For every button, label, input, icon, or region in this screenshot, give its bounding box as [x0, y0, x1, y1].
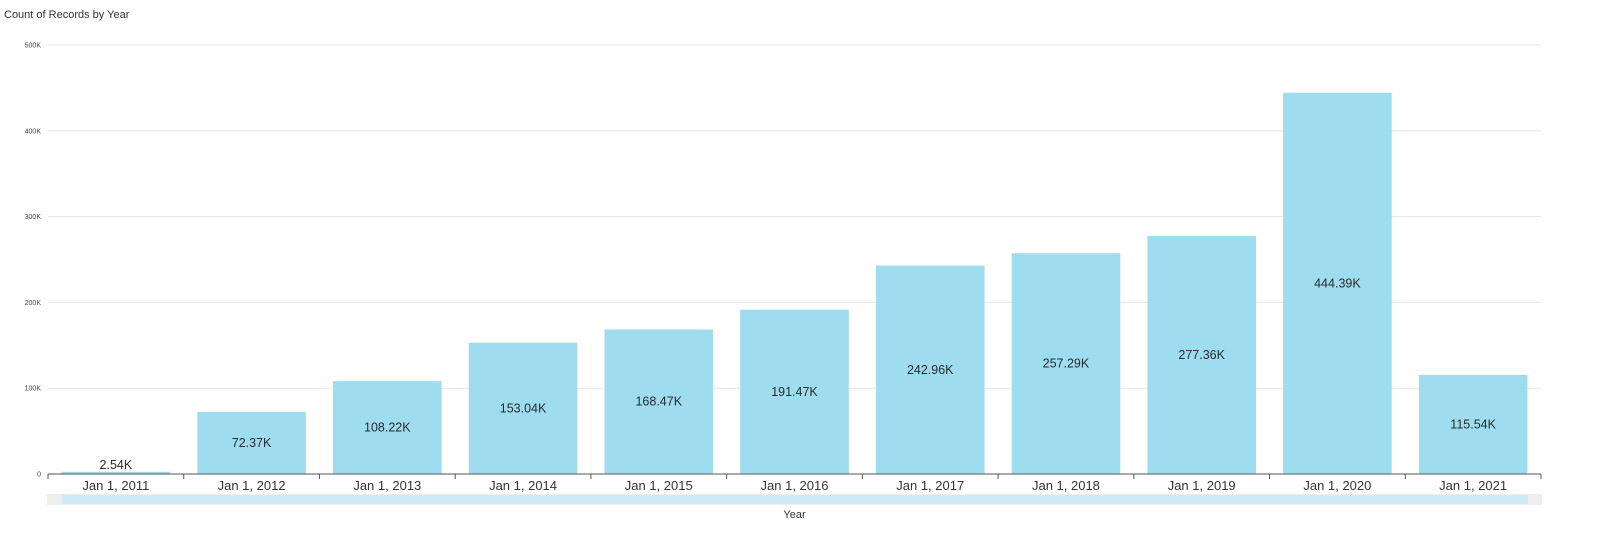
x-tick-label: Jan 1, 2019: [1168, 478, 1236, 493]
x-tick-label: Jan 1, 2020: [1303, 478, 1371, 493]
data-label: 153.04K: [500, 401, 547, 415]
data-label: 168.47K: [635, 395, 682, 409]
data-label: 191.47K: [771, 385, 818, 399]
bar[interactable]: [604, 329, 714, 474]
scrollbar-thumb[interactable]: [62, 495, 1528, 504]
x-tick-label: Jan 1, 2013: [353, 478, 421, 493]
bar[interactable]: [740, 309, 849, 474]
x-axis-scrollbar[interactable]: [47, 494, 1542, 505]
data-label: 115.54K: [1450, 417, 1496, 431]
x-axis-label: Year: [783, 509, 806, 521]
bar[interactable]: [61, 471, 171, 474]
bar[interactable]: [1418, 374, 1528, 474]
y-tick-label: 100K: [25, 386, 42, 393]
data-label: 257.29K: [1043, 357, 1090, 371]
data-label: 277.36K: [1178, 348, 1225, 362]
x-axis: Jan 1, 2011 Jan 1, 2012 Jan 1, 2013 Jan 1, …: [47, 473, 1542, 493]
data-label: 108.22K: [364, 421, 411, 435]
data-labels: 2.54K 72.37K 108.22K 153.04K 168.47K 191.47K 2…: [100, 276, 1497, 471]
y-tick-label: 500K: [25, 43, 42, 50]
bar[interactable]: [468, 342, 578, 474]
bars[interactable]: [61, 92, 1528, 474]
data-label: 72.37K: [232, 436, 272, 450]
x-tick-label: Jan 1, 2011: [82, 478, 149, 493]
x-tick-label: Jan 1, 2018: [1032, 478, 1100, 493]
y-tick-label: 300K: [25, 214, 42, 221]
bar[interactable]: [1283, 92, 1392, 474]
data-label: 444.39K: [1314, 276, 1361, 290]
y-axis-ticks: 0 100K 200K 300K 400K 500K: [25, 43, 42, 479]
bar[interactable]: [333, 381, 442, 474]
y-tick-label: 200K: [25, 300, 42, 307]
data-label: 242.96K: [907, 363, 954, 377]
bar[interactable]: [197, 411, 306, 474]
x-tick-label: Jan 1, 2014: [489, 478, 557, 493]
y-tick-label: 0: [37, 472, 41, 479]
bar[interactable]: [1011, 253, 1121, 474]
chart-title: Count of Records by Year: [4, 9, 130, 21]
y-tick-label: 400K: [25, 128, 42, 135]
x-tick-label: Jan 1, 2021: [1439, 478, 1507, 493]
bar[interactable]: [1147, 236, 1256, 474]
x-tick-label: Jan 1, 2015: [625, 478, 693, 493]
x-tick-label: Jan 1, 2016: [761, 478, 829, 493]
x-tick-label: Jan 1, 2017: [896, 478, 964, 493]
x-tick-label: Jan 1, 2012: [218, 478, 286, 493]
data-label: 2.54K: [100, 458, 133, 472]
bar[interactable]: [875, 265, 985, 474]
